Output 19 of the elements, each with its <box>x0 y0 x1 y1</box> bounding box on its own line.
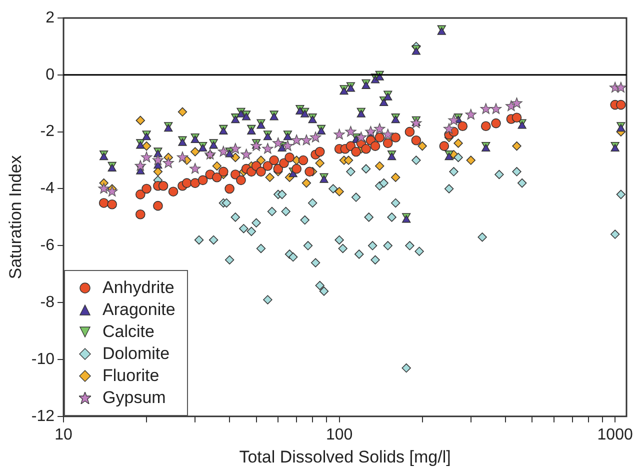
y-tick-label: 0 <box>46 66 55 84</box>
y-axis-title: Saturation Index <box>6 154 25 280</box>
y-tick-label: -2 <box>40 123 55 140</box>
legend-label: Fluorite <box>102 366 160 386</box>
y-tick-label: -8 <box>40 294 55 311</box>
y-tick-label: -12 <box>31 408 55 425</box>
x-tick-label: 100 <box>326 426 353 444</box>
legend-label: Aragonite <box>102 300 176 320</box>
x-tick-label: 1000 <box>597 426 633 444</box>
legend-label: Calcite <box>102 322 154 342</box>
y-tick-label: 2 <box>46 9 55 26</box>
y-tick-label: -6 <box>40 237 55 254</box>
legend-label: Dolomite <box>102 344 170 364</box>
x-axis-title: Total Dissolved Solids [mg/l] <box>239 447 451 466</box>
y-tick-label: -10 <box>31 350 55 368</box>
legend-label: Anhydrite <box>102 278 174 298</box>
x-tick-label: 10 <box>54 426 73 444</box>
legend-label: Gypsum <box>102 388 166 408</box>
y-tick-label: -4 <box>40 180 55 198</box>
